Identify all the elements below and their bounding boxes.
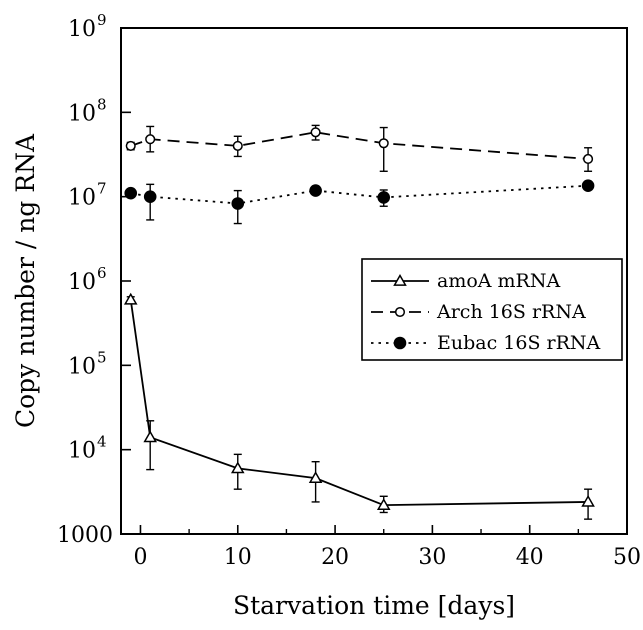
- data-point: [124, 186, 138, 200]
- data-point: [581, 179, 595, 192]
- data-point: [308, 471, 323, 483]
- x-tick-label: 50: [613, 545, 641, 570]
- x-axis-title: Starvation time [days]: [233, 591, 515, 620]
- x-axis-ticks: 0 10 20 30 40 50: [133, 525, 641, 570]
- data-point: [377, 191, 391, 204]
- y-tick-exponent: 4: [97, 433, 107, 451]
- legend-marker: [393, 336, 407, 350]
- data-point: [310, 127, 321, 138]
- series-circle-filled: [124, 179, 595, 225]
- y-tick-label: 10: [68, 17, 96, 42]
- x-tick-label: 0: [133, 545, 147, 570]
- series-layer: [123, 124, 595, 520]
- y-tick-exponent: 7: [97, 180, 107, 198]
- x-tick-label: 40: [516, 545, 544, 570]
- legend-item: Eubac 16S rRNA: [371, 332, 601, 354]
- series-circle-open: [125, 124, 594, 172]
- series-triangle-open: [123, 292, 595, 520]
- series-line: [129, 299, 589, 507]
- y-tick-label: 1000: [57, 523, 113, 548]
- data-point: [230, 461, 245, 474]
- y-tick-exponent: 8: [97, 95, 107, 113]
- legend-label: amoA mRNA: [437, 270, 560, 292]
- data-point: [309, 184, 322, 197]
- legend-label: Arch 16S rRNA: [436, 301, 586, 323]
- data-point: [231, 197, 245, 210]
- data-point: [123, 292, 138, 305]
- legend-item: amoA mRNA: [371, 270, 560, 292]
- y-tick-exponent: 6: [97, 264, 107, 282]
- x-tick-label: 30: [418, 545, 446, 570]
- y-tick-exponent: 5: [97, 348, 107, 366]
- data-point: [145, 134, 156, 145]
- legend-item: Arch 16S rRNA: [371, 301, 586, 323]
- series-line: [130, 131, 589, 160]
- data-point: [583, 153, 594, 165]
- legend-marker: [393, 273, 407, 286]
- data-point: [232, 140, 243, 151]
- data-point: [143, 430, 157, 443]
- data-point: [125, 140, 136, 151]
- y-tick-label: 10: [68, 101, 96, 126]
- data-point: [581, 494, 595, 507]
- x-tick-label: 20: [321, 545, 349, 570]
- x-tick-label: 10: [224, 545, 252, 570]
- data-point: [376, 498, 391, 510]
- series-line: [130, 184, 589, 205]
- y-tick-label: 10: [68, 186, 96, 211]
- y-tick-label: 10: [68, 270, 96, 295]
- data-point: [378, 138, 389, 149]
- y-tick-exponent: 9: [97, 11, 107, 29]
- legend: amoA mRNA Arch 16S rRNA Eubac 16S rRNA: [361, 258, 623, 361]
- data-point: [143, 190, 157, 203]
- legend-label: Eubac 16S rRNA: [437, 332, 601, 354]
- y-tick-label: 10: [68, 354, 96, 379]
- legend-marker: [394, 306, 406, 318]
- y-axis-title: Copy number / ng RNA: [11, 133, 40, 428]
- y-tick-label: 10: [68, 439, 96, 464]
